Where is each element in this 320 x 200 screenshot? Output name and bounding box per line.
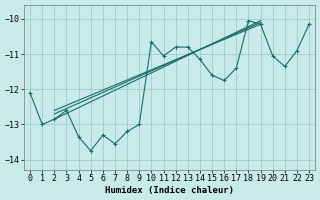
X-axis label: Humidex (Indice chaleur): Humidex (Indice chaleur): [105, 186, 234, 195]
